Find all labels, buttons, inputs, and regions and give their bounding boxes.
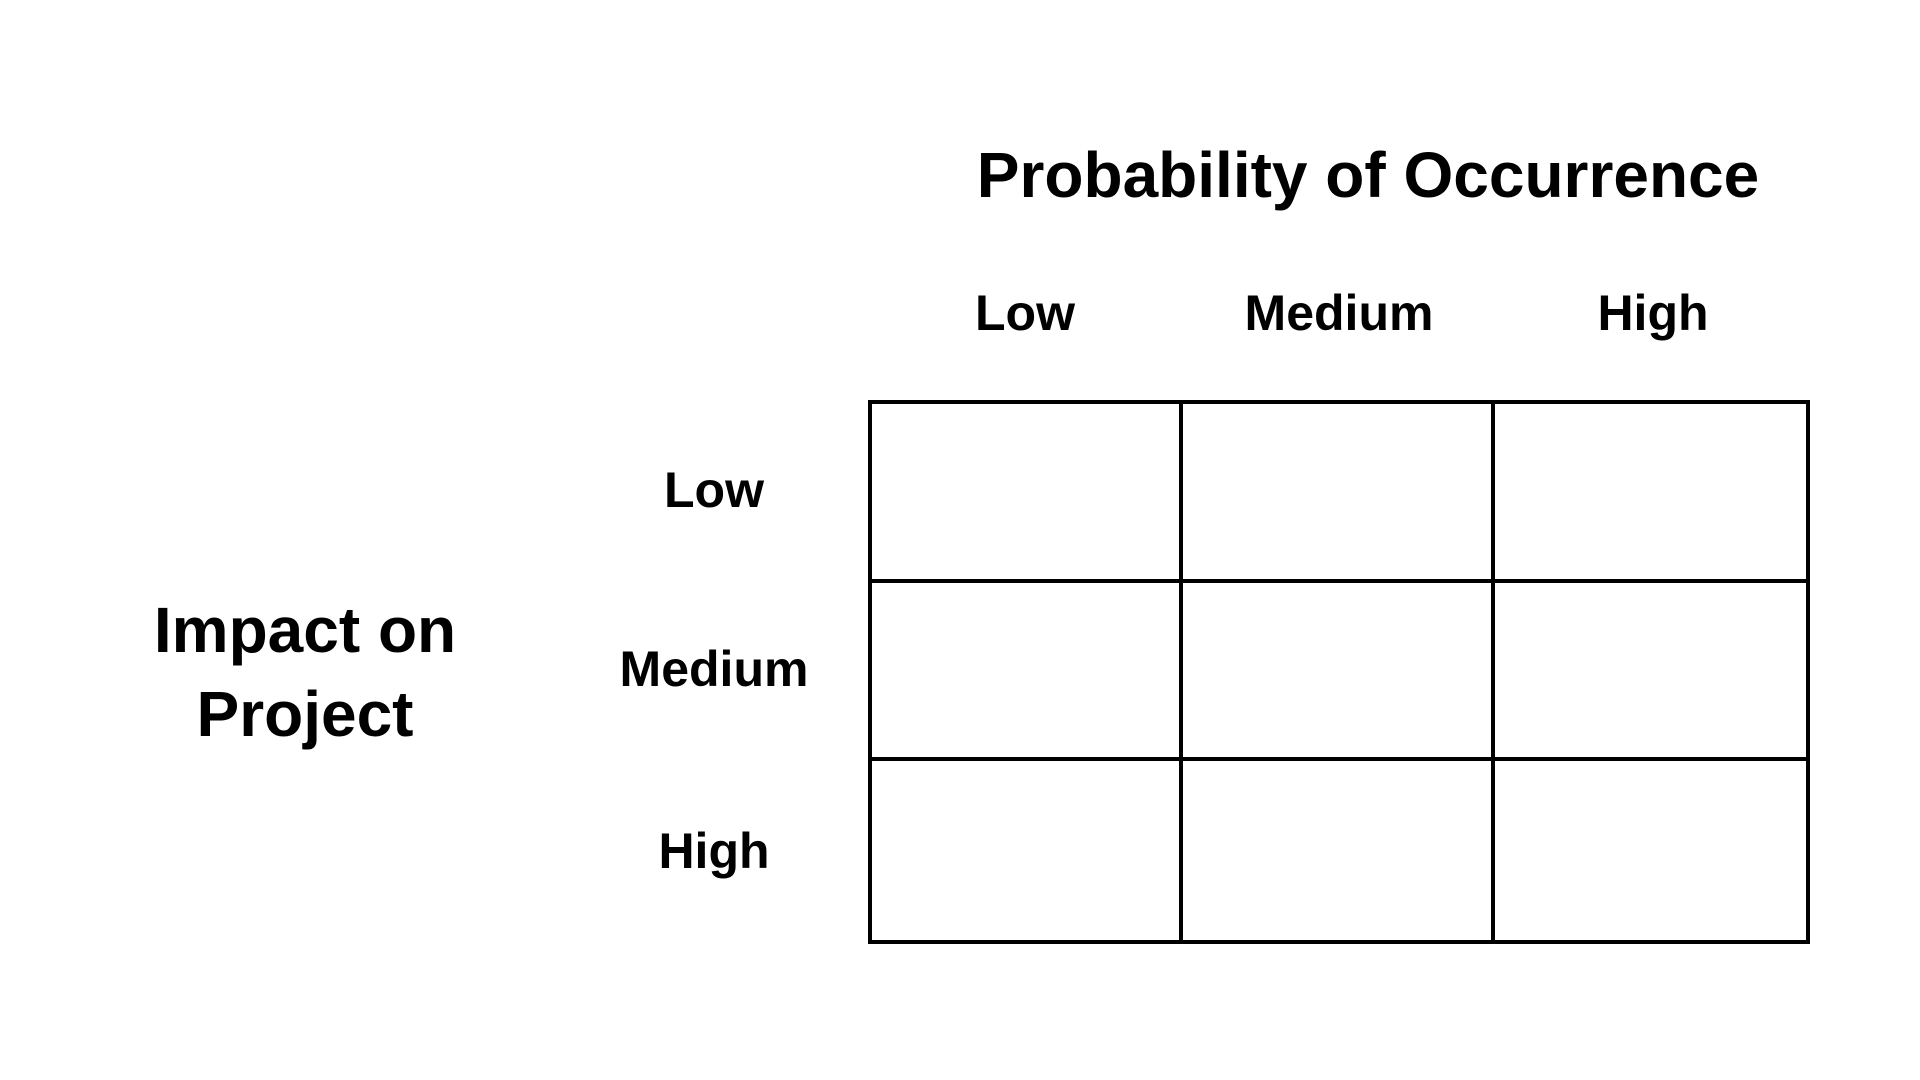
column-axis-title: Probability of Occurrence: [976, 139, 1760, 211]
matrix-cell-medium-impact-high-probability: [1494, 582, 1806, 762]
row-header-medium: Medium: [619, 641, 809, 697]
matrix-cell-high-impact-medium-probability: [1183, 761, 1495, 940]
row-header-low: Low: [664, 462, 764, 518]
matrix-grid: [868, 400, 1810, 944]
matrix-cell-high-impact-high-probability: [1494, 761, 1806, 940]
matrix-cell-low-impact-medium-probability: [1183, 404, 1495, 583]
row-axis-title-line1: Impact on: [153, 594, 457, 666]
column-header-medium: Medium: [1244, 285, 1434, 341]
matrix-cell-medium-impact-low-probability: [872, 582, 1184, 762]
matrix-cell-medium-impact-medium-probability: [1183, 582, 1495, 762]
matrix-cell-low-impact-low-probability: [872, 404, 1184, 583]
matrix-cell-high-impact-low-probability: [872, 761, 1184, 940]
row-axis-title: Impact on Project: [100, 588, 510, 756]
row-header-high: High: [658, 823, 770, 879]
column-header-high: High: [1597, 285, 1709, 341]
column-header-low: Low: [975, 285, 1075, 341]
row-axis-title-line2: Project: [196, 678, 414, 750]
matrix-cell-low-impact-high-probability: [1494, 404, 1806, 583]
